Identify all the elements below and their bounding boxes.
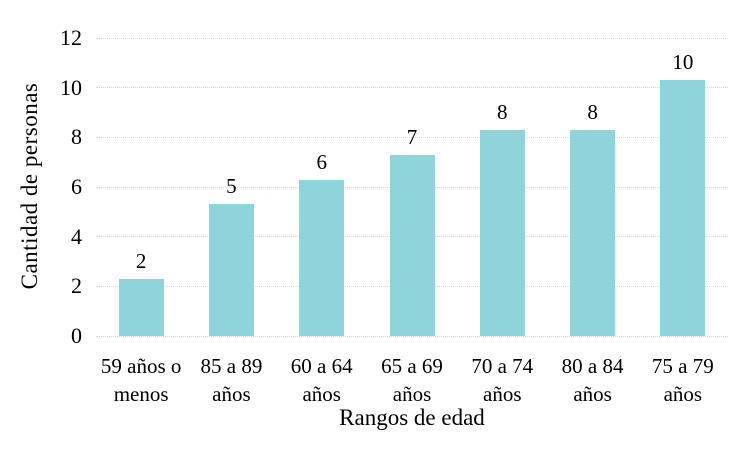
category-label-1: 85 a 89 años [200,354,263,406]
gridline-8 [96,136,728,138]
bar-6 [660,80,706,336]
category-label-2: 60 a 64 años [290,354,353,406]
y-tick-label-6: 6 [71,174,82,199]
value-label-6: 10 [672,50,694,75]
bar-5 [570,129,616,336]
plot-area: 2 5 6 7 8 8 10 [96,37,728,337]
bar-0 [118,278,164,336]
bar-4 [479,129,525,336]
value-label-3: 7 [406,124,418,149]
category-label-3: 65 a 69 años [381,354,443,406]
bar-2 [299,179,345,336]
gridline-0 [96,335,728,337]
y-tick-label-12: 12 [60,25,82,50]
category-label-6: 75 a 79 años [651,354,714,406]
category-label-0: 59 años o menos [100,354,182,406]
y-tick-label-4: 4 [71,223,82,249]
bar-1 [208,204,254,336]
y-tick-label-2: 2 [71,273,82,299]
category-label-5: 80 a 84 años [561,354,624,406]
y-tick-label-10: 10 [60,74,82,100]
value-label-2: 6 [316,149,327,174]
y-tick-label-0: 0 [71,323,82,348]
value-label-5: 8 [587,99,598,124]
gridline-10 [96,87,728,89]
gridline-12 [96,37,728,39]
value-label-0: 2 [135,248,147,273]
bar-3 [389,154,435,336]
value-label-4: 8 [497,99,508,124]
category-label-4: 70 a 74 años [471,354,534,406]
y-tick-label-8: 8 [71,124,82,150]
value-label-1: 5 [226,174,237,199]
x-axis-title: Rangos de edad [339,405,485,430]
